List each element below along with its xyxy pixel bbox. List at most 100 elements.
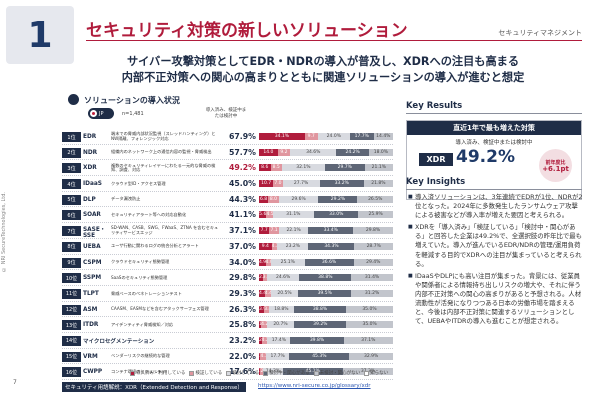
section-number: 1 <box>6 6 74 64</box>
table-row: 1位 EDR 端末での脅威内部状況監視（スレッドハンティング）とNW隔離、フォレンジ… <box>62 129 393 145</box>
bar-segment: 32.9% <box>349 352 393 360</box>
solution-desc: ユーザ行動に関わるログの統合分析とアラート <box>111 243 199 249</box>
legend-item: 検証している <box>189 370 222 376</box>
solution-abbr: IDaaS <box>83 181 102 188</box>
bar-segment: 31.1% <box>272 211 315 219</box>
legend-label: 知らない <box>370 371 389 376</box>
rank-badge: 5位 <box>62 194 81 205</box>
bar-segment: 29.6% <box>278 195 319 203</box>
page-subtitle: サイバー攻撃対策としてEDR・NDRの導入が普及し、XDRへの注目も高まる 内部… <box>88 54 558 86</box>
bar-segment: 18.8% <box>268 305 294 313</box>
solution-desc: データ漏洩防止 <box>111 196 141 202</box>
table-row: 5位 DLP データ漏洩防止 44.3% 6.8 8.0 29.6% 29.2% 26.5% <box>62 192 393 208</box>
bar-segment: 26.5% <box>357 195 393 203</box>
insight-item: XDRを「導入済み」「検証している」「検討中・関心がある」と回答した企業は49.… <box>408 223 584 268</box>
sample-size: n=1,481 <box>122 111 144 117</box>
legend-item: 検討している <box>226 370 259 376</box>
country-label: JP <box>99 110 104 117</box>
legend-swatch <box>263 370 269 376</box>
bar-segment: 34.6% <box>290 148 337 156</box>
rank-badge: 13位 <box>62 320 81 331</box>
rank-badge: 14位 <box>62 335 81 346</box>
bar-segment: 7.7 <box>259 227 270 235</box>
legend-swatch <box>364 370 370 376</box>
japan-flag-icon <box>90 110 97 117</box>
bar-segment: 38.8% <box>299 274 352 282</box>
bar-segment: 29.8% <box>353 227 393 235</box>
legend-item: 検討中・関心がある <box>263 370 310 376</box>
stacked-bar: 4.9 4.0 25.1% 36.6% 29.4% <box>259 258 393 266</box>
stacked-bar: 4.4 4.4 20.5% 39.5% 31.2% <box>259 289 393 297</box>
legend-swatch <box>313 370 319 376</box>
xdr-value: 49.2% <box>456 147 515 167</box>
bar-segment: 9.7 <box>304 133 318 140</box>
stacked-bar: 7.7 7.1 22.1% 33.4% 29.8% <box>259 227 393 235</box>
bar-segment: 38.8% <box>293 305 346 313</box>
bar-segment: 39.8% <box>290 336 344 344</box>
legend-swatch <box>226 370 232 376</box>
bar-segment: 17.7% <box>349 133 374 140</box>
key-results-subheading: 導入済み、検証中または検討中 <box>455 140 533 146</box>
category-tag: セキュリティマネジメント <box>498 29 582 37</box>
legend-item: 知らない <box>364 370 388 376</box>
bar-segment: 37.1% <box>343 336 393 344</box>
rank-badge: 4位 <box>62 179 81 190</box>
stacked-bar: 3.93.418.8%38.8%35.0% <box>259 305 393 313</box>
stacked-bar: 14.0 9.2 34.6% 24.2% 18.0% <box>259 148 393 156</box>
stacked-bar: 1.14.117.7%45.3%32.9% <box>259 352 393 360</box>
subtitle-line-1: サイバー攻撃対策としてEDR・NDRの導入が普及し、XDRへの注目も高まる <box>126 55 520 68</box>
bar-segment: 3.1 <box>262 274 270 282</box>
insight-item: IDaaSやDLPにも高い注目が集まった。背景には、従業員や関係者による情報持ち… <box>408 272 584 327</box>
bar-segment: 4.3 <box>271 242 279 250</box>
solution-abbr: ASM <box>83 306 98 313</box>
country-flag-badge: JP <box>88 108 114 119</box>
solution-desc: セキュリティアラート等への対応自動化 <box>111 212 187 218</box>
copyright-text: © NRI SecureTechnologies, Ltd. <box>1 192 7 272</box>
rank-badge: 7位 <box>62 226 81 237</box>
adoption-percent: 37.1% <box>228 226 256 236</box>
bar-segment: 14.4% <box>373 133 393 140</box>
table-row: 3位 XDR 複数のセキュリティレイヤーにわたる一元的な脅威の検知、調査、対応 49.… <box>62 160 393 177</box>
solution-abbr: CWPP <box>83 369 103 376</box>
solution-desc: コンテナ環境のセキュリティ <box>111 368 166 374</box>
adoption-percent: 29.3% <box>228 288 256 298</box>
bar-segment: 33.2% <box>319 180 364 188</box>
bar-segment: 29.7% <box>324 164 365 172</box>
rank-badge: 1位 <box>62 132 81 142</box>
stacked-bar: 1.64.220.7%39.2%35.0% <box>259 321 393 329</box>
key-insights-list: 導入済ソリューションは、3年連続でEDRが1位、NDRが2位となった。2024年… <box>408 193 584 329</box>
bar-segment: 29.4% <box>353 258 393 266</box>
bar-segment: 24.2% <box>336 148 369 156</box>
adoption-percent: 44.3% <box>228 194 256 204</box>
solution-desc: SD-WAN、CASB、SWG、FWaaS、ZTNA を含むセキュリティサービス… <box>111 225 219 236</box>
glossary-link[interactable]: https://www.nri-secure.co.jp/glossary/xd… <box>258 383 371 389</box>
bar-segment: 5.6 <box>259 211 267 219</box>
bar-segment: 4.2 <box>261 321 269 329</box>
stacked-bar: 2.04.217.4%39.8%37.1% <box>259 336 393 344</box>
bar-segment: 14.3% <box>263 368 283 376</box>
legend-item: 未検討・関心がない <box>313 370 360 376</box>
bar-segment: 21.8% <box>363 180 393 188</box>
rank-badge: 8位 <box>62 241 81 252</box>
bar-segment: 39.2% <box>294 321 347 329</box>
bar-segment: 24.6% <box>266 274 300 282</box>
solution-desc: 脅威ベースのペネトレーションテスト <box>111 290 182 296</box>
bar-segment: 45.3% <box>289 352 350 360</box>
bar-segment: 9.2 <box>277 148 291 156</box>
key-results-divider <box>406 113 582 114</box>
solution-desc: 複数のセキュリティレイヤーにわたる一元的な脅威の検知、調査、対応 <box>111 162 216 173</box>
table-row: 2位 NDR 組織内のネットワーク上の通信内容の監視・脅威検出 57.7% 14.0 9.… <box>62 145 393 161</box>
bar-segment: 9.4 <box>259 242 272 250</box>
solution-abbr: DLP <box>83 196 96 203</box>
bar-segment: 24.0% <box>317 133 350 140</box>
bar-segment: 32.1% <box>281 164 325 172</box>
adoption-percent: 34.0% <box>228 257 256 267</box>
bar-segment: 33.4% <box>308 227 354 235</box>
solution-desc: クラウド型ID・アクセス管理 <box>111 180 166 186</box>
section-icon <box>68 94 79 105</box>
legend-label: 検証している <box>195 371 223 376</box>
adoption-percent: 45.0% <box>228 179 256 189</box>
adoption-percent: 23.2% <box>228 335 256 345</box>
bar-segment: 6.8 <box>259 195 269 203</box>
